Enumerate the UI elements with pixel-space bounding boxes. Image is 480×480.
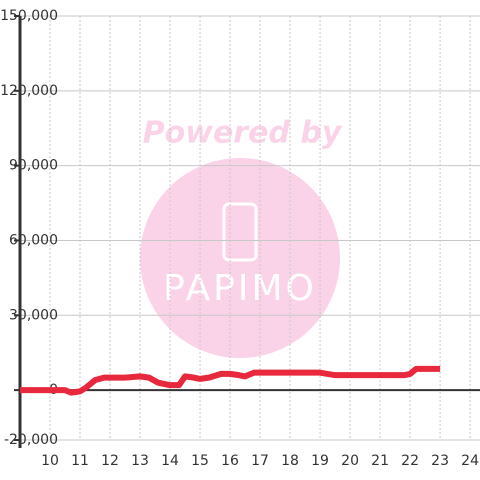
y-tick-label: 150,000 [0,8,58,24]
x-tick-label: 24 [461,453,479,469]
data-line [20,365,441,396]
y-tick-label: 90,000 [9,158,58,174]
watermark-logo: PAPIMO [163,268,317,309]
x-tick-label: 15 [191,453,209,469]
y-tick-label: 30,000 [9,307,58,323]
x-tick-label: 12 [101,453,119,469]
watermark-text: Powered by [143,116,343,151]
x-tick-label: 19 [311,453,329,469]
watermark-phone [222,202,258,262]
y-tick-label: -20,000 [4,432,58,448]
x-tick-label: 23 [431,453,449,469]
x-tick-label: 11 [71,453,89,469]
x-tick-label: 16 [221,453,239,469]
x-tick-label: 22 [401,453,419,469]
x-tick-label: 13 [131,453,149,469]
x-tick-label: 20 [341,453,359,469]
x-tick-label: 18 [281,453,299,469]
y-tick-label: 120,000 [0,83,58,99]
x-tick-label: 14 [161,453,179,469]
y-tick-label: 60,000 [9,232,58,248]
x-tick-label: 10 [41,453,59,469]
x-tick-label: 17 [251,453,269,469]
x-tick-label: 21 [371,453,389,469]
